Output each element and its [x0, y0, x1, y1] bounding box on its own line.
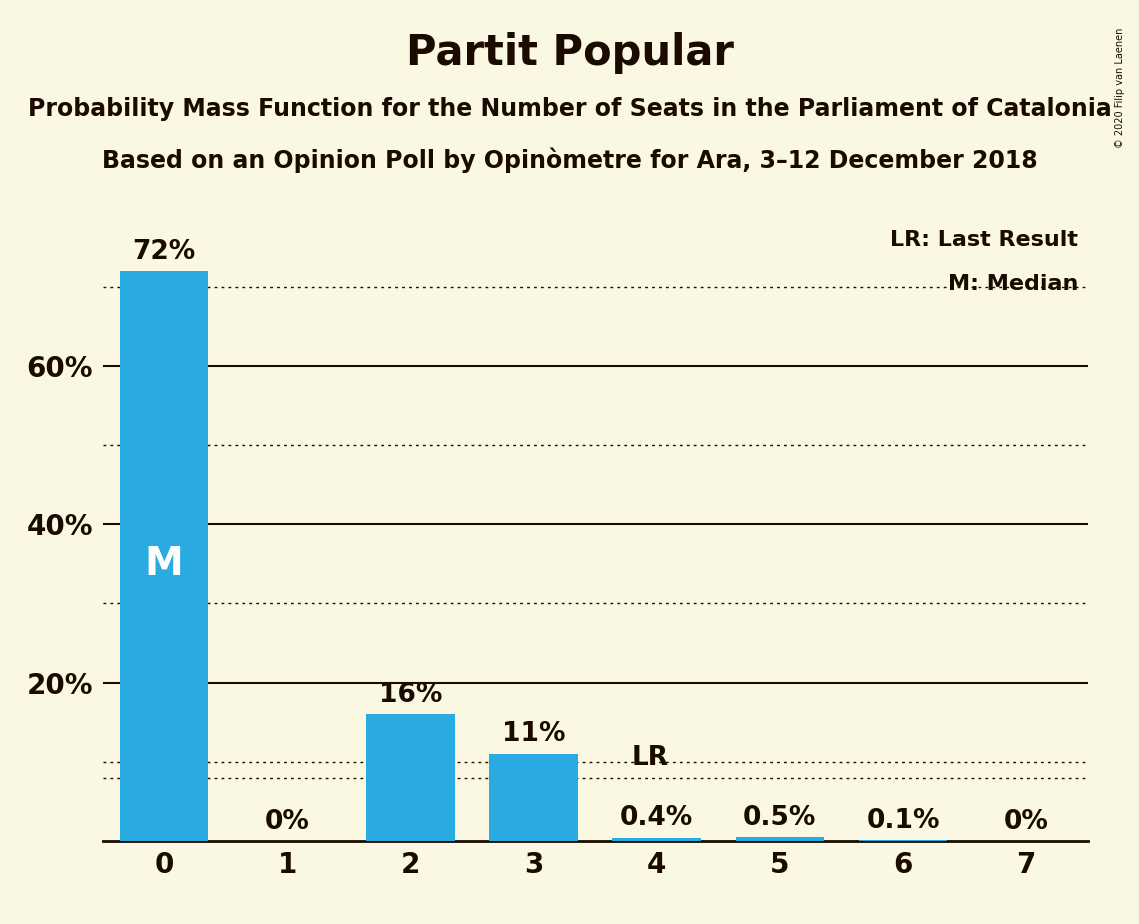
- Text: 0%: 0%: [1003, 808, 1049, 834]
- Bar: [613, 838, 700, 841]
- Text: LR: LR: [632, 746, 669, 772]
- Text: Partit Popular: Partit Popular: [405, 32, 734, 74]
- Text: Probability Mass Function for the Number of Seats in the Parliament of Catalonia: Probability Mass Function for the Number…: [27, 97, 1112, 121]
- Text: 72%: 72%: [132, 239, 196, 265]
- Bar: [736, 837, 825, 841]
- Text: M: M: [145, 545, 183, 583]
- Text: 0.4%: 0.4%: [620, 806, 694, 832]
- Bar: [490, 754, 577, 841]
- Text: Based on an Opinion Poll by Opinòmetre for Ara, 3–12 December 2018: Based on an Opinion Poll by Opinòmetre f…: [101, 148, 1038, 174]
- Text: © 2020 Filip van Laenen: © 2020 Filip van Laenen: [1115, 28, 1125, 148]
- Text: 0.5%: 0.5%: [743, 805, 817, 831]
- Text: 16%: 16%: [378, 682, 442, 708]
- Bar: [120, 272, 208, 841]
- Text: 11%: 11%: [502, 722, 565, 748]
- Text: 0.1%: 0.1%: [867, 808, 940, 833]
- Text: M: Median: M: Median: [948, 274, 1077, 295]
- Bar: [366, 714, 454, 841]
- Text: 0%: 0%: [264, 808, 310, 834]
- Text: LR: Last Result: LR: Last Result: [890, 230, 1077, 250]
